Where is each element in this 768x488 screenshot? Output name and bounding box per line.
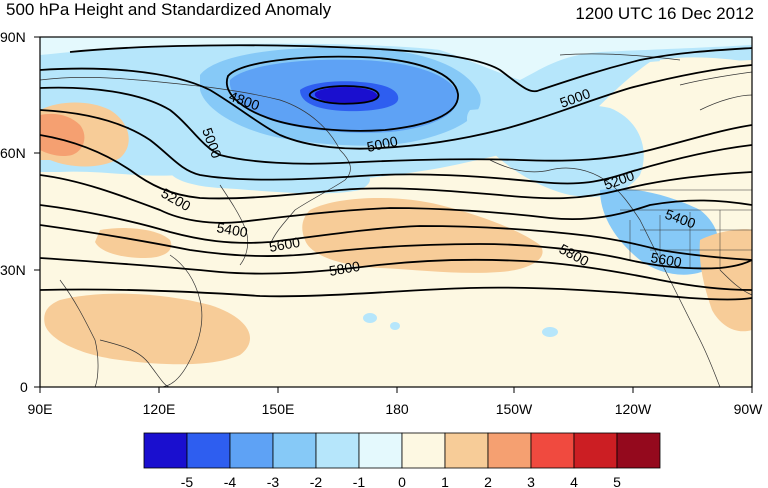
negative-speck-1 bbox=[363, 313, 377, 323]
indochina-coast bbox=[59, 279, 99, 387]
lon-tick-label: 150W bbox=[496, 401, 533, 417]
contour-5600 bbox=[40, 224, 752, 270]
near-zero-greenland bbox=[658, 57, 752, 111]
colorbar-label: 5 bbox=[613, 474, 621, 488]
state-boundaries bbox=[620, 189, 752, 251]
timestamp: 1200 UTC 16 Dec 2012 bbox=[575, 4, 754, 23]
axis-ticks bbox=[34, 36, 753, 393]
contour-label: 5600 bbox=[268, 234, 302, 255]
negative-tongue bbox=[168, 152, 370, 194]
colorbar-swatch bbox=[530, 432, 575, 469]
height-contours bbox=[40, 44, 752, 301]
colorbar-label: 4 bbox=[570, 474, 578, 488]
siberia-coast bbox=[40, 77, 351, 181]
colorbar: -5 -4 -3 -2 -1 0 1 2 3 4 5 bbox=[143, 432, 661, 488]
lat-tick-label: 60N bbox=[0, 145, 26, 161]
lat-tick-label: 90N bbox=[0, 29, 26, 45]
lat-tick-label: 0 bbox=[20, 379, 28, 395]
contour-4700 bbox=[308, 85, 380, 105]
anomaly-shading bbox=[40, 37, 752, 387]
map-frame bbox=[39, 36, 753, 388]
colorbar-swatch bbox=[487, 432, 532, 469]
colorbar-label: 1 bbox=[441, 474, 449, 488]
west-america-coast bbox=[604, 179, 721, 387]
lon-tick-label: 150E bbox=[262, 401, 295, 417]
lon-tick-label: 90W bbox=[734, 401, 764, 417]
colorbar-swatch bbox=[358, 432, 403, 469]
positive-west-asia-core bbox=[40, 113, 85, 157]
colorbar-label: 3 bbox=[527, 474, 535, 488]
contour-label: 5400 bbox=[215, 219, 249, 240]
maritime-coast bbox=[99, 339, 171, 387]
colorbar-label: -4 bbox=[224, 474, 237, 488]
colorbar-label: -2 bbox=[310, 474, 323, 488]
contour-5100 bbox=[40, 86, 752, 165]
negative-speck-2 bbox=[390, 322, 400, 330]
lon-tick-label: 120W bbox=[615, 401, 652, 417]
alaska-coast bbox=[489, 159, 606, 181]
colorbar-swatch bbox=[401, 432, 446, 469]
colorbar-swatch bbox=[186, 432, 231, 469]
state-boundaries-v bbox=[629, 210, 721, 270]
gulf-coast bbox=[719, 269, 752, 296]
contour-5000 bbox=[40, 64, 752, 150]
colorbar-label: -5 bbox=[181, 474, 194, 488]
east-asia-coast bbox=[269, 179, 346, 246]
lat-labels: 90N 60N 30N 0 bbox=[0, 29, 28, 395]
positive-north-pacific bbox=[302, 198, 543, 273]
greenland-coast bbox=[679, 71, 752, 111]
lon-tick-label: 90E bbox=[28, 401, 53, 417]
colorbar-swatch bbox=[229, 432, 274, 469]
colorbar-label: -3 bbox=[267, 474, 280, 488]
southeast-asia-coast bbox=[159, 254, 203, 387]
colorbar-swatch bbox=[272, 432, 317, 469]
negative-speck-3 bbox=[542, 327, 558, 337]
contour-5800 bbox=[40, 257, 752, 291]
colorbar-swatch bbox=[573, 432, 618, 469]
negative-5-region bbox=[314, 87, 378, 103]
positive-maritime bbox=[44, 293, 250, 365]
lat-tick-label: 30N bbox=[0, 262, 26, 278]
colorbar-swatch bbox=[616, 432, 661, 469]
contour-5900 bbox=[40, 286, 752, 301]
contour-5200 bbox=[40, 109, 752, 185]
lon-labels: 90E 120E 150E 180 150W 120W 90W bbox=[28, 401, 764, 417]
colorbar-swatch bbox=[315, 432, 360, 469]
near-zero-north bbox=[40, 37, 752, 80]
contour-label: 5600 bbox=[649, 249, 683, 270]
contour-5500 bbox=[40, 204, 752, 261]
colorbar-label: -1 bbox=[353, 474, 366, 488]
colorbar-label: 2 bbox=[484, 474, 492, 488]
arctic-coast bbox=[559, 53, 681, 61]
colorbar-swatch bbox=[444, 432, 489, 469]
contour-4900 bbox=[69, 44, 752, 93]
colorbar-label: 0 bbox=[398, 474, 406, 488]
positive-east-us bbox=[699, 229, 752, 332]
colorbar-swatch bbox=[143, 432, 188, 469]
contour-5300 bbox=[40, 134, 752, 200]
contour-4800 bbox=[225, 55, 459, 132]
lon-tick-label: 120E bbox=[143, 401, 176, 417]
lon-tick-label: 180 bbox=[385, 401, 409, 417]
contour-5400 bbox=[40, 174, 752, 224]
chart-title: 500 hPa Height and Standardized Anomaly bbox=[6, 0, 332, 19]
contour-label: 5800 bbox=[328, 258, 362, 279]
coastlines bbox=[40, 53, 752, 387]
contour-label: 5000 bbox=[365, 133, 399, 155]
